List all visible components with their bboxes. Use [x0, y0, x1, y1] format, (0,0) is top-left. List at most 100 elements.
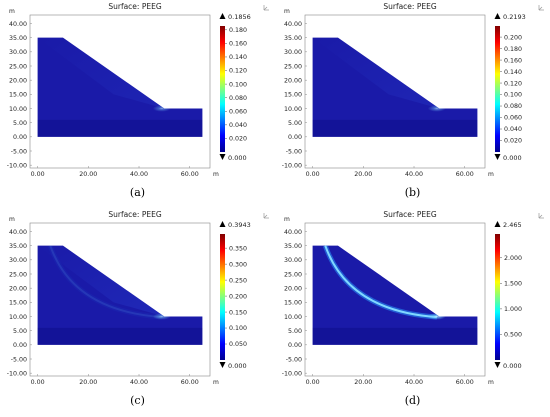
- x-tick-label: 60.00: [456, 379, 474, 386]
- y-tick-label: -10.00: [7, 162, 27, 169]
- x-tick-label: 40.00: [130, 379, 148, 386]
- max-marker-icon: [219, 221, 226, 227]
- y-tick-label: -10.00: [282, 370, 302, 377]
- legend-tick-label: 0.120: [229, 68, 247, 75]
- y-tick-label: 10.00: [284, 314, 302, 321]
- legend-tick-label: 0.100: [229, 325, 247, 332]
- legend-tick-label: 0.250: [229, 277, 247, 284]
- y-tick-label: 40.00: [9, 229, 27, 236]
- min-marker-icon: [494, 362, 501, 368]
- x-tick-label: 0.00: [306, 379, 320, 386]
- y-tick-label: -10.00: [282, 162, 302, 169]
- axes-orientation-icon: [538, 213, 544, 219]
- legend-max-label: 0.1856: [228, 13, 251, 21]
- max-marker-icon: [494, 13, 501, 19]
- y-tick-label: 25.00: [9, 63, 27, 70]
- y-tick-label: 25.00: [284, 63, 302, 70]
- legend-tick-label: 0.080: [229, 95, 247, 102]
- y-tick-label: 25.00: [284, 271, 302, 278]
- legend-tick-label: 0.160: [229, 41, 247, 48]
- y-tick-label: 30.00: [9, 49, 27, 56]
- plot-title: Surface: PEEG: [383, 210, 437, 219]
- legend-tick-label: 0.060: [504, 115, 522, 122]
- legend-tick-label: 0.200: [504, 34, 522, 41]
- x-tick-label: 20.00: [79, 379, 97, 386]
- legend-tick-label: 0.020: [229, 136, 247, 143]
- y-tick-label: 15.00: [9, 300, 27, 307]
- legend-tick-label: 0.160: [504, 57, 522, 64]
- x-unit-label: m: [488, 379, 494, 386]
- x-unit-label: m: [488, 171, 494, 178]
- plot-panel-a: Surface: PEEG 40.00 35.00 30.00 25.00 20.00 1…: [0, 0, 275, 208]
- legend-max-label: 0.3943: [228, 221, 251, 229]
- panel-caption: (a): [129, 186, 146, 199]
- legend-tick-label: 2.000: [504, 255, 522, 262]
- y-tick-label: 0.00: [288, 342, 302, 349]
- y-unit-label: m: [9, 8, 15, 15]
- legend-tick-label: 0.020: [504, 138, 522, 145]
- legend-min-label: 0.000: [228, 362, 247, 370]
- y-tick-label: 25.00: [9, 271, 27, 278]
- y-tick-label: 35.00: [284, 35, 302, 42]
- x-tick-label: 40.00: [130, 171, 148, 178]
- legend-tick-label: 1.500: [504, 281, 522, 288]
- legend-min-label: 0.000: [503, 362, 522, 370]
- y-tick-label: 30.00: [284, 49, 302, 56]
- y-tick-label: 35.00: [284, 243, 302, 250]
- legend-tick-label: 0.350: [229, 245, 247, 252]
- shear-band-glow: [47, 245, 163, 320]
- panel-caption: (b): [404, 186, 421, 199]
- legend-tick-label: 0.040: [229, 122, 247, 129]
- color-scale-bar: [495, 26, 500, 152]
- legend-tick-label: 1.000: [504, 306, 522, 313]
- legend-min-label: 0.000: [228, 154, 247, 162]
- x-tick-label: 60.00: [456, 171, 474, 178]
- x-tick-label: 20.00: [354, 379, 372, 386]
- peeg-surface-plot: 40.00 35.00 30.00 25.00 20.00 15.00 10.00 5.00 0…: [282, 213, 544, 386]
- max-marker-icon: [494, 221, 501, 227]
- axes-orientation-icon: [538, 5, 544, 11]
- x-tick-label: 20.00: [79, 171, 97, 178]
- y-unit-label: m: [9, 216, 15, 223]
- y-tick-label: 35.00: [9, 35, 27, 42]
- color-scale-bar: [495, 234, 500, 360]
- shear-band: [49, 245, 162, 319]
- x-tick-label: 0.00: [306, 171, 320, 178]
- legend-tick-label: 0.150: [229, 309, 247, 316]
- x-tick-label: 0.00: [31, 171, 45, 178]
- x-tick-label: 0.00: [31, 379, 45, 386]
- legend-tick-label: 0.300: [229, 261, 247, 268]
- y-tick-label: 40.00: [284, 229, 302, 236]
- legend-tick-label: 0.080: [504, 103, 522, 110]
- y-tick-label: 40.00: [284, 21, 302, 28]
- legend-tick-label: 0.040: [504, 126, 522, 133]
- y-tick-label: 20.00: [284, 285, 302, 292]
- legend-tick-label: 0.050: [229, 341, 247, 348]
- legend-tick-label: 0.060: [229, 108, 247, 115]
- y-tick-label: 15.00: [284, 92, 302, 99]
- legend-tick-label: 0.500: [504, 332, 522, 339]
- x-tick-label: 40.00: [405, 379, 423, 386]
- y-tick-label: 40.00: [9, 21, 27, 28]
- y-tick-label: 30.00: [9, 257, 27, 264]
- y-tick-label: 0.00: [288, 134, 302, 141]
- y-tick-label: 15.00: [284, 300, 302, 307]
- y-tick-label: 5.00: [13, 328, 27, 335]
- panel-caption: (c): [130, 394, 145, 407]
- y-tick-label: 5.00: [288, 328, 302, 335]
- color-scale-bar: [220, 26, 225, 152]
- legend-tick-label: 0.100: [504, 92, 522, 99]
- shear-band: [324, 245, 437, 319]
- min-marker-icon: [494, 154, 501, 160]
- x-tick-label: 60.00: [181, 171, 199, 178]
- y-tick-label: -5.00: [11, 356, 27, 363]
- y-tick-label: 0.00: [13, 342, 27, 349]
- legend-tick-label: 0.120: [504, 80, 522, 87]
- legend-tick-label: 0.100: [229, 81, 247, 88]
- x-unit-label: m: [213, 379, 219, 386]
- y-tick-label: 10.00: [9, 314, 27, 321]
- plot-panel-b: Surface: PEEG 40.00 35.00 30.00 25.00 20.00 1…: [275, 0, 550, 208]
- y-tick-label: 10.00: [284, 106, 302, 113]
- y-unit-label: m: [284, 216, 290, 223]
- axes-orientation-icon: [263, 213, 269, 219]
